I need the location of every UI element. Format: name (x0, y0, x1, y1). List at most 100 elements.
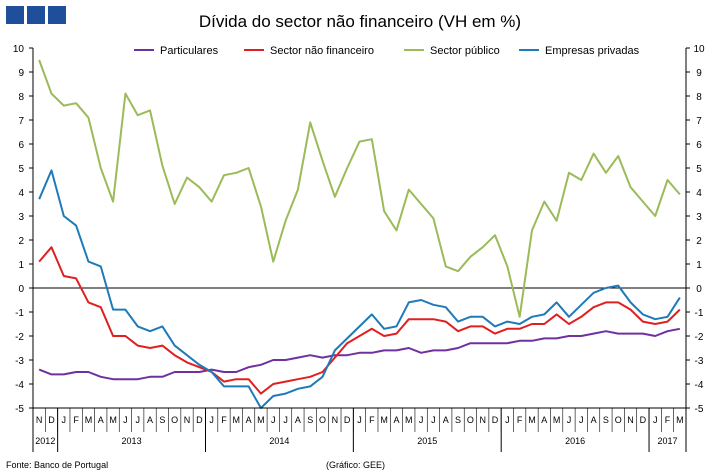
chart-axes: -5 -5 -4 -4 -3 -3 -2 -2 -1 -1 0 0 1 1 2 2 3 3 4 4 5 5 6 6 7 7 8 8 9 9… (13, 44, 705, 415)
x-month-label: J (419, 415, 424, 425)
x-month-label: J (653, 415, 658, 425)
x-month-label: D (492, 415, 499, 425)
x-month-label: S (455, 415, 461, 425)
x-year-label: 2013 (122, 436, 142, 446)
x-year-label: 2012 (35, 436, 55, 446)
x-month-label: A (98, 415, 104, 425)
y-tick-label-right: 1 (696, 260, 702, 271)
x-month-label: A (443, 415, 449, 425)
x-month-label: M (257, 415, 265, 425)
x-month-label: J (135, 415, 140, 425)
x-month-label: F (665, 415, 671, 425)
x-month-label: J (431, 415, 436, 425)
credit-note: (Gráfico: GEE) (326, 460, 385, 470)
y-tick-label-right: 7 (696, 116, 702, 127)
logo-square (48, 6, 66, 24)
y-tick-label-right: 3 (696, 212, 702, 223)
y-tick-label-right: -4 (695, 380, 704, 391)
x-month-label: J (357, 415, 362, 425)
y-tick-label-left: -1 (15, 308, 24, 319)
y-tick-label-right: 10 (693, 44, 705, 55)
y-tick-label-left: 2 (18, 236, 24, 247)
x-month-label: D (48, 415, 55, 425)
x-month-label: A (295, 415, 301, 425)
x-month-label: D (640, 415, 647, 425)
x-year-label: 2016 (565, 436, 585, 446)
y-tick-label-left: -5 (15, 404, 24, 415)
y-tick-label-left: 3 (18, 212, 24, 223)
y-tick-label-right: -5 (695, 404, 704, 415)
y-tick-label-left: 5 (18, 164, 24, 175)
legend-label: Sector público (430, 45, 500, 57)
legend-label: Particulares (160, 45, 219, 57)
x-month-label: A (393, 415, 399, 425)
y-tick-label-left: -3 (15, 356, 24, 367)
legend-label: Empresas privadas (545, 45, 640, 57)
y-tick-label-right: 2 (696, 236, 702, 247)
y-tick-label-left: -2 (15, 332, 24, 343)
x-month-label: N (184, 415, 191, 425)
x-month-label: A (147, 415, 153, 425)
y-tick-label-right: 4 (696, 188, 702, 199)
x-month-label: J (283, 415, 288, 425)
x-month-label: D (344, 415, 351, 425)
x-month-label: O (171, 415, 178, 425)
y-tick-label-left: 0 (18, 284, 24, 295)
y-tick-label-right: -1 (695, 308, 704, 319)
x-month-label: A (591, 415, 597, 425)
chart-title: Dívida do sector não financeiro (VH em %… (199, 12, 521, 31)
x-month-label: S (603, 415, 609, 425)
y-tick-label-left: -4 (15, 380, 24, 391)
y-tick-label-right: -2 (695, 332, 704, 343)
x-month-label: S (307, 415, 313, 425)
x-month-label: O (319, 415, 326, 425)
y-tick-label-left: 10 (13, 44, 25, 55)
x-month-label: N (332, 415, 339, 425)
x-month-label: M (528, 415, 536, 425)
x-month-label: A (246, 415, 252, 425)
x-month-label: M (380, 415, 388, 425)
x-month-label: J (123, 415, 128, 425)
x-month-label: F (369, 415, 375, 425)
x-month-label: A (541, 415, 547, 425)
x-month-label: N (627, 415, 634, 425)
y-tick-label-left: 4 (18, 188, 24, 199)
x-month-label: O (615, 415, 622, 425)
y-tick-label-right: 0 (696, 284, 702, 295)
x-month-label: J (567, 415, 572, 425)
x-month-label: M (109, 415, 117, 425)
series-line-particulares (38, 327, 681, 381)
x-month-label: F (221, 415, 227, 425)
chart-series (38, 59, 681, 409)
y-tick-label-right: 8 (696, 92, 702, 103)
logo-square (27, 6, 45, 24)
legend-label: Sector não financeiro (270, 45, 374, 57)
x-month-label: M (233, 415, 241, 425)
y-tick-label-right: -3 (695, 356, 704, 367)
x-month-label: J (579, 415, 584, 425)
x-month-label: J (271, 415, 276, 425)
y-tick-label-left: 7 (18, 116, 24, 127)
x-year-label: 2017 (658, 436, 678, 446)
y-tick-label-left: 6 (18, 140, 24, 151)
x-month-label: N (36, 415, 43, 425)
series-line-sector-nao-financeiro (38, 246, 681, 395)
x-month-label: O (467, 415, 474, 425)
x-month-label: J (62, 415, 67, 425)
x-year-label: 2014 (269, 436, 289, 446)
legend: Particulares Sector não financeiro Sector … (134, 45, 640, 57)
x-month-label: F (73, 415, 79, 425)
y-tick-label-right: 5 (696, 164, 702, 175)
x-month-label: N (479, 415, 486, 425)
series-line-sector-publico (38, 59, 681, 318)
y-tick-label-left: 8 (18, 92, 24, 103)
logo-square (6, 6, 24, 24)
y-tick-label-right: 6 (696, 140, 702, 151)
x-month-label: M (553, 415, 561, 425)
x-month-label: S (159, 415, 165, 425)
series-line-empresas-privadas (38, 169, 681, 409)
x-year-label: 2015 (417, 436, 437, 446)
y-tick-label-left: 1 (18, 260, 24, 271)
x-month-label: D (196, 415, 203, 425)
